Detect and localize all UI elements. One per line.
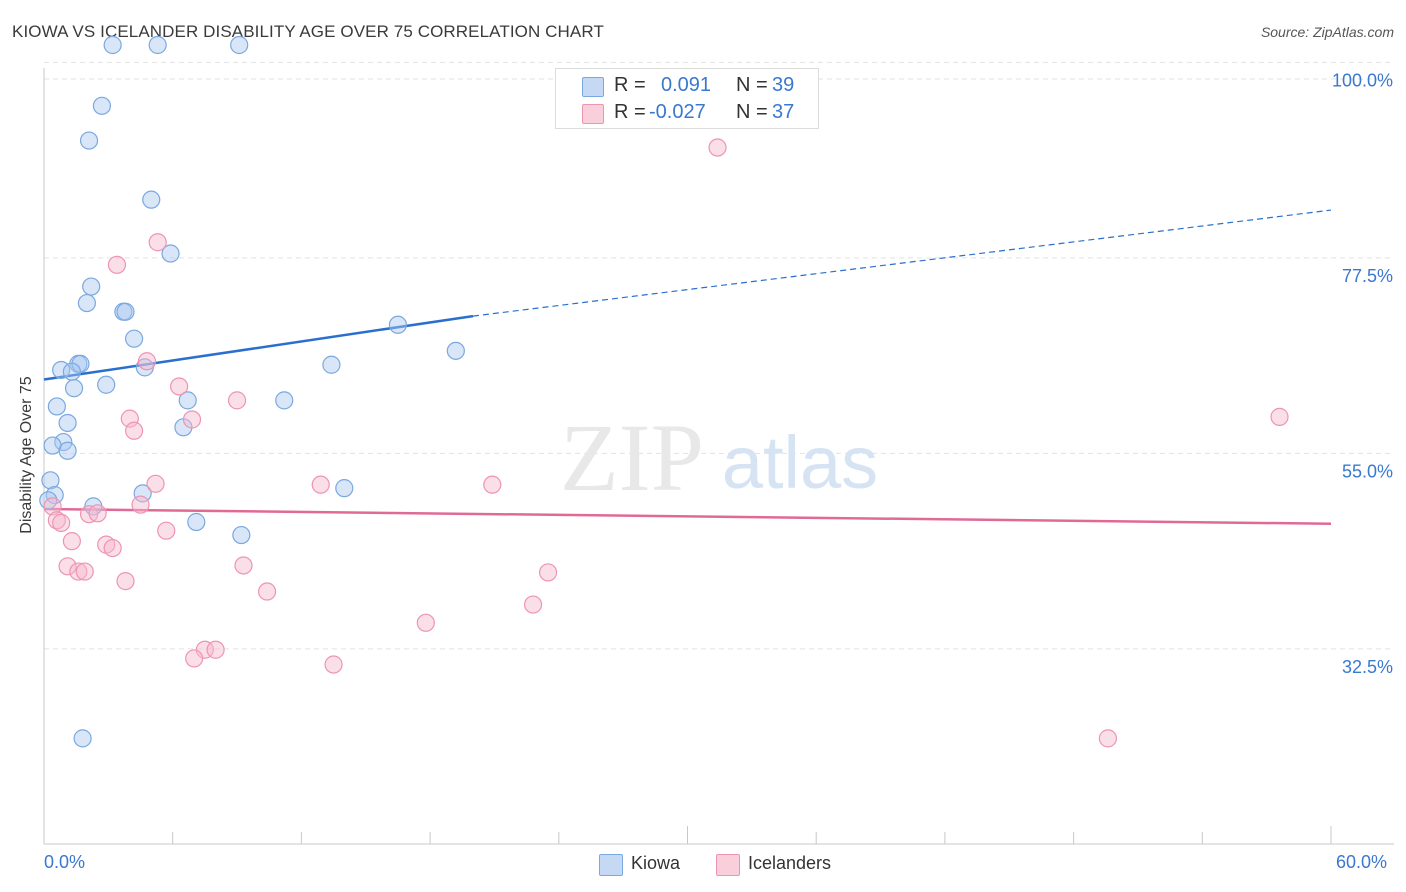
- icelanders-point: [311, 475, 330, 494]
- kiowa-point: [230, 35, 249, 55]
- icelanders-point: [107, 255, 127, 274]
- icelanders-point: [1098, 729, 1118, 748]
- kiowa-point: [58, 441, 77, 460]
- kiowa-n-value: 39: [772, 74, 795, 96]
- icelanders-point: [131, 495, 150, 514]
- kiowa-point: [82, 277, 101, 296]
- watermark-zip: ZIP: [560, 404, 704, 511]
- kiowa-point: [58, 413, 77, 433]
- kiowa-legend-label: Kiowa: [631, 853, 681, 873]
- icelanders-point: [148, 233, 167, 252]
- watermark-atlas: atlas: [722, 421, 878, 504]
- icelanders-point: [75, 562, 94, 581]
- kiowa-point: [47, 397, 66, 416]
- kiowa-point: [446, 341, 465, 360]
- icelanders-point: [62, 532, 81, 551]
- icelanders-point: [157, 521, 176, 540]
- y-tick-label: 55.0%: [1342, 461, 1393, 481]
- kiowa-point: [148, 35, 167, 55]
- icelanders-point: [43, 497, 62, 516]
- trend-lines: [43, 209, 1332, 526]
- icelanders-point: [234, 556, 253, 575]
- icelanders-point: [257, 582, 277, 601]
- y-tick-label: 77.5%: [1342, 266, 1393, 286]
- kiowa-point: [142, 190, 161, 209]
- kiowa-point: [73, 729, 92, 748]
- kiowa-point: [275, 391, 294, 410]
- icelanders-r-label: R =: [614, 101, 646, 123]
- icelanders-n-value: 37: [772, 101, 795, 123]
- icelanders-point: [69, 562, 88, 581]
- kiowa-r-label: R =: [614, 74, 646, 96]
- kiowa-swatch: [582, 77, 604, 97]
- icelanders-legend-swatch: [716, 854, 740, 876]
- kiowa-point: [79, 131, 99, 150]
- icelanders-point: [58, 557, 77, 576]
- legend-row-icelanders: R = -0.027 N = 37: [556, 101, 818, 127]
- kiowa-trend-line: [43, 314, 474, 381]
- icelanders-point: [227, 391, 247, 410]
- icelanders-point: [538, 563, 558, 582]
- kiowa-point: [232, 525, 251, 545]
- kiowa-point: [103, 35, 122, 55]
- source-credit: Source: ZipAtlas.com: [1260, 24, 1394, 40]
- icelanders-point: [324, 655, 343, 674]
- kiowa-point: [161, 244, 180, 263]
- icelanders-point: [116, 572, 135, 591]
- icelanders-point: [182, 410, 202, 429]
- kiowa-point: [92, 96, 112, 115]
- kiowa-point: [388, 315, 408, 334]
- kiowa-point: [335, 479, 354, 498]
- icelanders-point: [708, 138, 727, 157]
- y-axis-label: Disability Age Over 75: [18, 376, 35, 534]
- kiowa-point: [77, 293, 97, 313]
- kiowa-point: [97, 375, 116, 394]
- kiowa-point: [116, 302, 135, 321]
- data-points: [39, 35, 1289, 748]
- axes: [43, 68, 1394, 845]
- kiowa-point: [322, 355, 341, 374]
- icelanders-point: [103, 538, 122, 558]
- icelanders-r-value: -0.027: [649, 101, 706, 123]
- kiowa-point: [178, 391, 197, 410]
- kiowa-point: [64, 379, 84, 398]
- x-tick-label-max: 60.0%: [1336, 852, 1388, 872]
- kiowa-n-label: N =: [736, 74, 768, 96]
- kiowa-trend-extension: [472, 209, 1332, 317]
- icelanders-point: [88, 504, 107, 523]
- kiowa-point: [54, 432, 73, 452]
- icelanders-point: [416, 613, 435, 632]
- legend-row-kiowa: R = 0.091 N = 39: [556, 74, 818, 100]
- kiowa-point: [187, 512, 206, 532]
- y-tick-labels: 32.5% 55.0% 77.5% 100.0%: [1332, 70, 1393, 677]
- correlation-legend: R = 0.091 N = 39 R = -0.027 N = 37: [555, 68, 819, 129]
- icelanders-point: [146, 474, 165, 493]
- icelanders-point: [206, 640, 225, 659]
- y-tick-label: 100.0%: [1332, 70, 1393, 90]
- series-legend: Kiowa Icelanders: [0, 853, 1406, 877]
- icelanders-point: [124, 421, 144, 440]
- x-tick-label-min: 0.0%: [44, 852, 86, 872]
- kiowa-point: [62, 362, 81, 381]
- icelanders-point: [1270, 407, 1289, 426]
- kiowa-point: [133, 484, 152, 503]
- kiowa-legend-swatch: [599, 854, 623, 876]
- icelanders-n-label: N =: [736, 101, 768, 123]
- icelanders-point: [523, 595, 543, 614]
- icelanders-point: [170, 377, 189, 396]
- kiowa-r-value: 0.091: [661, 74, 712, 96]
- icelanders-point: [185, 649, 204, 668]
- y-tick-label: 32.5%: [1342, 657, 1393, 677]
- kiowa-point: [41, 471, 60, 490]
- icelanders-point: [483, 475, 502, 494]
- icelanders-legend-label: Icelanders: [748, 853, 832, 873]
- icelanders-point: [137, 352, 157, 371]
- icelanders-trend-line: [43, 507, 1332, 526]
- icelanders-swatch: [582, 104, 604, 124]
- kiowa-point: [124, 329, 144, 348]
- icelanders-point: [52, 513, 71, 532]
